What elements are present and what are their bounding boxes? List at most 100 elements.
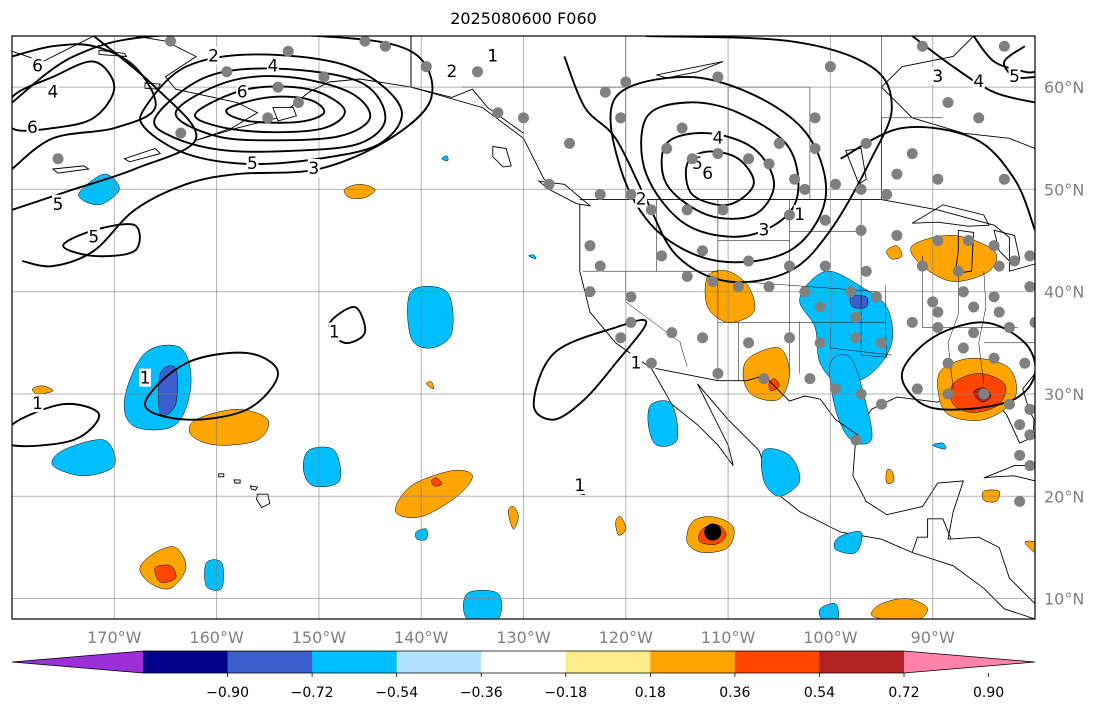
field-pos-hawaii-pos-core (431, 477, 442, 487)
station-dot (819, 260, 831, 272)
station-dot (594, 260, 606, 272)
station-dot (804, 373, 816, 385)
contour-label: 2 (446, 62, 457, 82)
station-dot (799, 286, 811, 298)
station-dot (783, 209, 795, 221)
station-dot (998, 40, 1010, 52)
colorbar: −0.90 −0.72 −0.54 −0.36 −0.18 0.18 0.36 0.54 0.7… (11, 650, 1036, 701)
station-dot (850, 434, 862, 446)
lat-tick-label: 40°N (1044, 283, 1084, 302)
station-dot (318, 71, 330, 83)
contour-label: 1 (794, 205, 805, 225)
station-dot (1024, 281, 1035, 293)
colorbar-tick-label: 0.18 (635, 685, 666, 701)
contour-bering-low-5 (194, 85, 346, 134)
station-dot (963, 235, 975, 247)
station-dot (625, 189, 637, 201)
colorbar-tick-label: 0.90 (973, 685, 1004, 701)
contour-label-bg (266, 56, 279, 75)
contour-label: 1 (487, 46, 498, 66)
contour-label-bg (1008, 66, 1021, 85)
station-dot (830, 178, 842, 190)
station-dot (881, 189, 893, 201)
contour-west-low-4 (12, 36, 198, 211)
station-dot (584, 240, 596, 252)
island-kodiak (272, 107, 297, 122)
station-dot (927, 296, 939, 308)
lon-tick-label: 130°W (496, 628, 551, 647)
contour-label-bg (328, 322, 341, 341)
station-dot (855, 224, 867, 236)
contour-label: 5 (247, 154, 258, 174)
station-dot (175, 127, 187, 139)
colorbar-tick-label: 0.36 (719, 685, 750, 701)
contour-bering-low-3 (153, 67, 387, 153)
station-dot (814, 337, 826, 349)
lat-tick-label: 50°N (1044, 180, 1084, 199)
station-dot (686, 153, 698, 165)
land-cuba (983, 465, 1035, 482)
station-dot (809, 143, 821, 155)
state-line (860, 199, 887, 358)
contour-label: 5 (692, 154, 703, 174)
contour-east-ridge-1 (840, 126, 1035, 231)
station-dot (988, 240, 1000, 252)
contour-label: 5 (1009, 67, 1020, 87)
contour-label: 4 (267, 57, 278, 77)
station-dot (712, 71, 724, 83)
station-dot (988, 291, 1000, 303)
station-dot (1003, 322, 1015, 333)
contour-label: 6 (702, 164, 713, 184)
colorbar-segment (565, 651, 651, 673)
contour-label: 3 (932, 67, 943, 87)
station-dot (799, 183, 811, 195)
contour-label: 1 (329, 323, 340, 343)
station-dot (968, 327, 980, 339)
colorbar-segment (650, 651, 736, 673)
field-neg-mid-pac-neg (407, 286, 454, 349)
station-dot (420, 61, 432, 73)
colorbar-extend-min (12, 651, 143, 673)
station-dot (957, 342, 969, 354)
field-neg-tropic-neg-2 (204, 559, 224, 591)
station-dot (876, 337, 888, 349)
contour-label: 2 (636, 190, 647, 210)
island-kauai (218, 473, 225, 478)
station-dot (1029, 316, 1035, 328)
island-maui (249, 485, 259, 491)
border-guatemala (911, 518, 952, 553)
contour-label: 1 (574, 476, 585, 496)
station-dot (697, 332, 709, 344)
map-title: 2025080600 F060 (450, 9, 597, 28)
colorbar-tick-label: 0.72 (888, 685, 919, 701)
station-dot (932, 322, 944, 333)
contour-label-bg (246, 153, 259, 172)
station-dot (855, 388, 867, 400)
contour-bering-low-6 (225, 95, 326, 124)
contour-label: 4 (48, 82, 59, 102)
station-dot (993, 306, 1005, 318)
field-neg-hi-neg (303, 446, 342, 488)
station-dot (993, 260, 1005, 272)
station-dot (783, 332, 795, 344)
contour-label: 3 (758, 220, 769, 240)
contour-label: 1 (32, 394, 43, 414)
colorbar-extend-max (904, 651, 1035, 673)
field-pos-tropic-pos-2 (507, 506, 519, 530)
station-dot (492, 107, 504, 119)
station-dot (819, 214, 831, 226)
state-line (922, 255, 937, 328)
contour-label: 2 (208, 46, 219, 66)
contour-label-bg (972, 72, 985, 91)
station-dot (379, 40, 391, 52)
station-dot (599, 86, 611, 98)
station-dot (783, 260, 795, 272)
station-dot (988, 352, 1000, 364)
station-dot (758, 373, 770, 385)
station-dot (615, 112, 627, 124)
station-dot (789, 173, 801, 185)
station-dot (743, 255, 755, 267)
lon-tick-label: 120°W (599, 628, 654, 647)
lake-hudson-bay (880, 36, 1035, 149)
